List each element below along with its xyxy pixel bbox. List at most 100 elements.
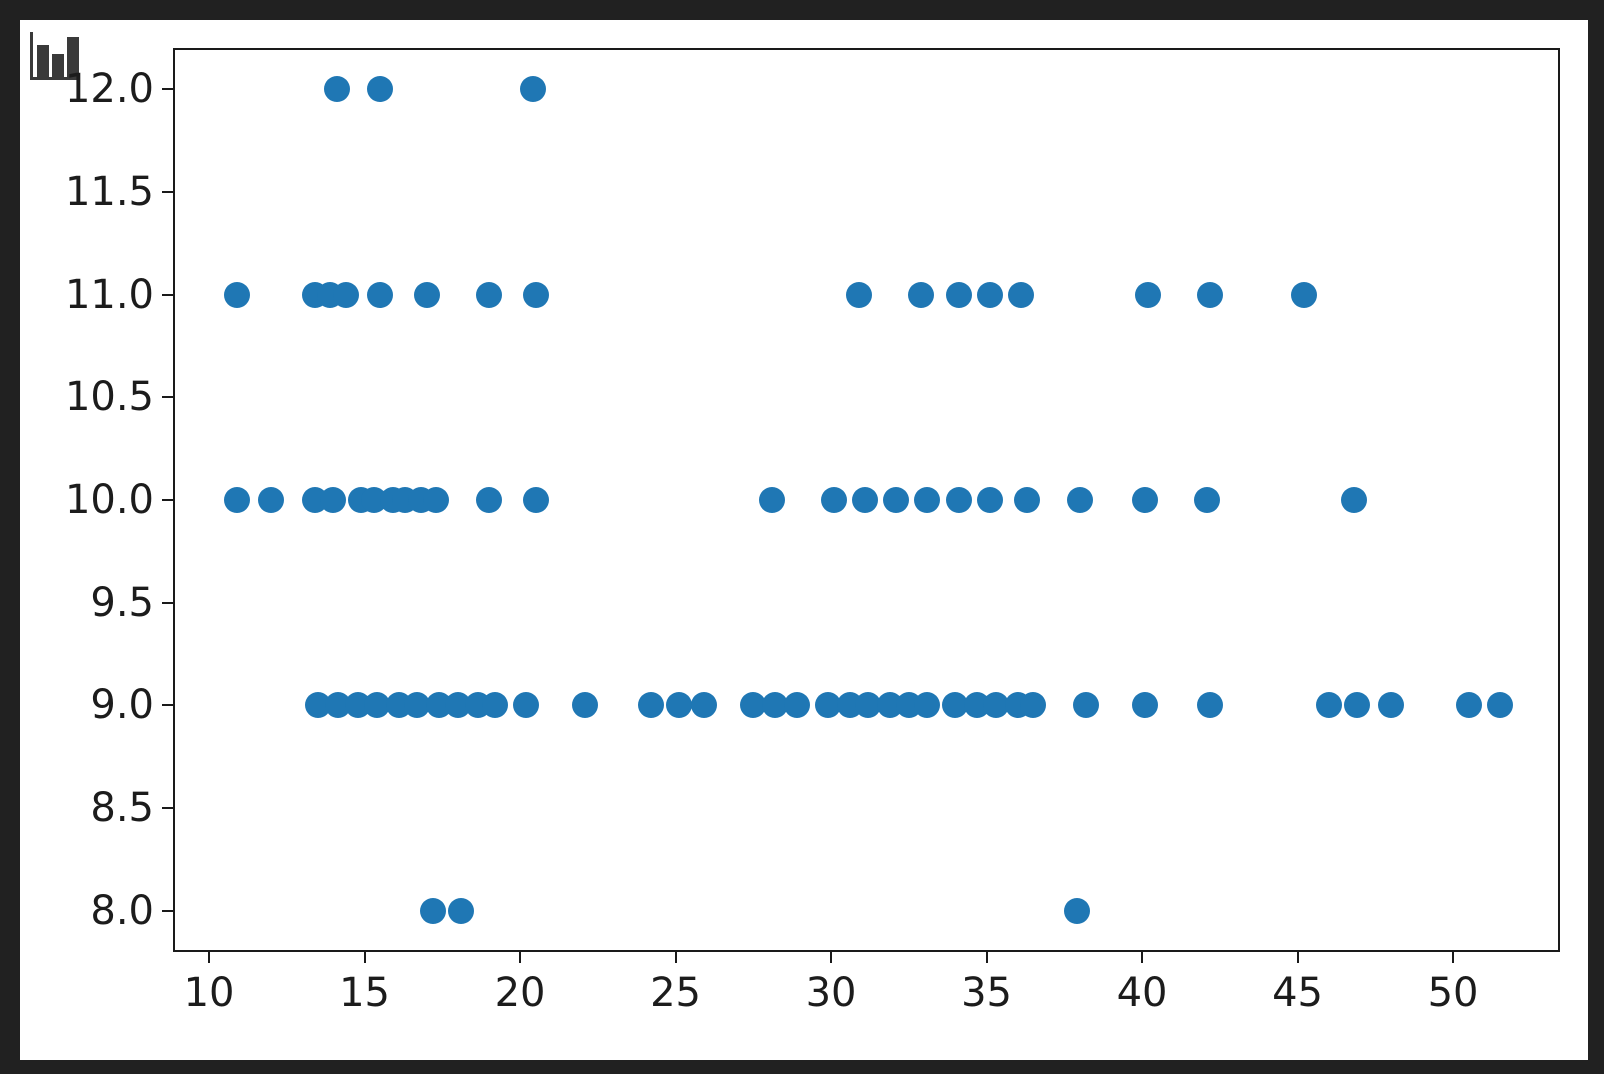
y-tick [162,88,173,91]
x-tick-label: 40 [1116,970,1168,1016]
y-tick-label: 11.0 [64,271,154,318]
scatter-point [323,76,350,103]
scatter-point [1455,692,1482,719]
x-tick [830,952,833,963]
x-tick [1141,952,1144,963]
y-tick [162,499,173,501]
scatter-point [482,692,509,719]
scatter-point [1315,692,1342,719]
scatter-point [690,692,717,719]
y-tick [162,909,173,912]
x-tick [674,952,677,963]
scatter-point [475,281,502,308]
y-tick [162,293,173,296]
scatter-point [908,281,935,308]
scatter-point [945,281,972,308]
scatter-point [637,692,664,719]
x-tick-label: 25 [650,970,701,1016]
y-tick-label: 11.5 [64,168,154,215]
x-tick [985,952,988,963]
x-tick [208,952,211,963]
y-tick [162,190,173,193]
y-tick-label: 9.0 [90,682,154,729]
scatter-point [320,487,347,513]
scatter-point [413,281,440,308]
scatter-point [914,487,941,513]
scatter-point [1132,692,1159,719]
scatter-point [423,487,450,513]
y-tick-label: 10.0 [64,477,154,523]
scatter-point [522,281,549,308]
x-tick [1452,952,1455,963]
scatter-point [914,692,941,719]
scatter-point [447,897,474,924]
y-tick-label: 12.0 [64,66,154,113]
bar-chart-icon-bar [67,37,79,77]
scatter-point [1066,487,1093,513]
y-tick [162,601,173,604]
x-tick-label: 35 [961,970,1012,1016]
scatter-point [258,487,285,513]
bar-chart-icon-bar [52,54,64,77]
scatter-point [1135,281,1162,308]
scatter-point [475,487,502,513]
scatter-point [1197,692,1224,719]
scatter-point [846,281,873,308]
scatter-point [883,487,910,513]
scatter-point [1063,897,1090,924]
scatter-point [976,281,1003,308]
y-tick-label: 8.5 [90,785,154,832]
scatter-point [404,692,431,719]
scatter-point [1197,281,1224,308]
scatter-point [522,487,549,513]
x-tick-label: 15 [339,970,391,1016]
scatter-point [419,897,446,924]
y-tick [162,704,173,707]
scatter-point [945,487,972,513]
scatter-point [665,692,692,719]
plot-area [173,48,1560,952]
scatter-point [224,487,251,513]
x-tick [1296,952,1299,963]
scatter-point [982,692,1009,719]
scatter-point [519,76,546,103]
scatter-point [1290,281,1317,308]
scatter-point [852,487,879,513]
scatter-point [942,692,969,719]
scatter-point [1007,281,1034,308]
bar-chart-icon [30,32,80,80]
figure-canvas: 10 15 20 25 30 35 40 45 50 8.0 8.5 9.0 9.5 10.0 10.5 1… [20,20,1588,1060]
scatter-point [224,281,251,308]
scatter-point [367,76,394,103]
scatter-point [513,692,540,719]
scatter-point [762,692,789,719]
x-tick-label: 30 [805,970,857,1016]
scatter-point [1132,487,1159,513]
x-tick-label: 45 [1272,970,1323,1016]
scatter-point [1486,692,1513,719]
scatter-point [814,692,841,719]
scatter-point [976,487,1003,513]
y-tick-label: 9.5 [90,579,154,626]
x-tick-label: 20 [494,970,546,1016]
scatter-point [758,487,785,513]
y-tick [162,396,173,399]
scatter-point [821,487,848,513]
scatter-point [1340,487,1367,513]
bar-chart-icon-bar [37,45,49,77]
scatter-point [783,692,810,719]
scatter-point [1013,487,1040,513]
x-tick-label: 50 [1427,970,1479,1016]
scatter-point [364,692,390,719]
scatter-point [740,692,767,719]
scatter-point [855,692,882,719]
x-tick [519,952,522,963]
scatter-point [572,692,599,719]
x-tick [363,952,366,963]
scatter-point [332,281,359,308]
x-tick-label: 10 [183,970,235,1016]
scatter-point [1377,692,1404,719]
y-tick-label: 8.0 [90,887,154,934]
scatter-point [1073,692,1100,719]
scatter-point [1343,692,1370,719]
